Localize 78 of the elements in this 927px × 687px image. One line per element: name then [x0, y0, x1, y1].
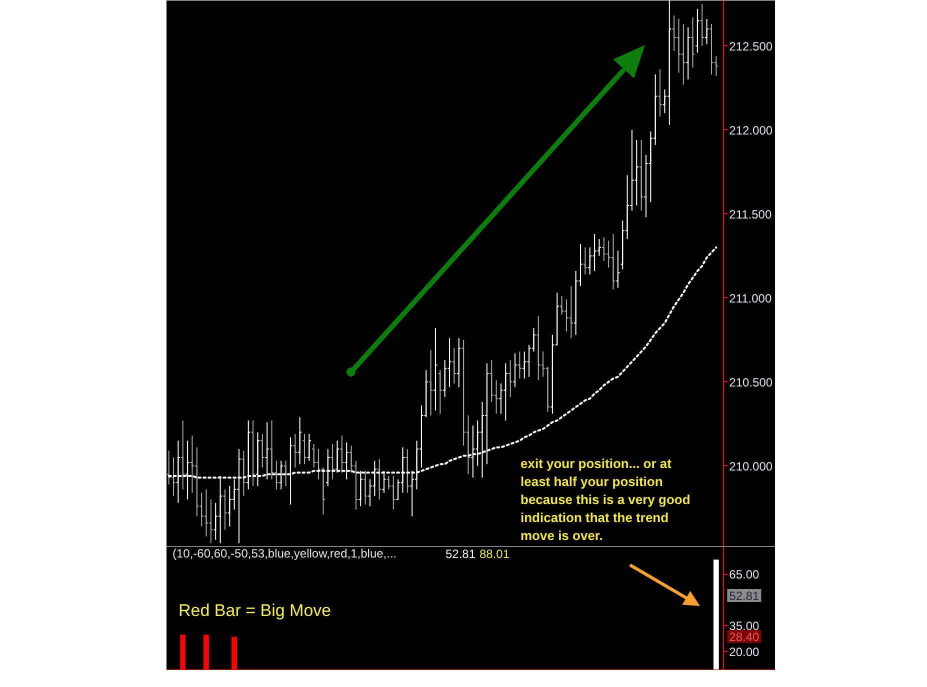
candlestick [517, 351, 522, 379]
candlestick [284, 460, 288, 487]
candlestick [690, 16, 696, 68]
candlestick [592, 234, 597, 272]
candlestick [452, 348, 456, 384]
y-tick-label: 210.000 [729, 459, 773, 474]
candlestick [560, 296, 564, 316]
candlestick [377, 458, 382, 500]
candlestick [658, 68, 662, 117]
y-tick-label: 211.000 [729, 291, 772, 306]
candlestick [704, 18, 710, 45]
candlestick [180, 420, 186, 490]
candlestick [508, 360, 513, 398]
candlestick [676, 18, 682, 74]
candlestick [596, 238, 602, 256]
candlestick [433, 328, 438, 411]
candlestick [489, 360, 494, 403]
candlestick [709, 24, 714, 75]
annotation: Red Bar = Big Move [178, 601, 332, 620]
candlestick [672, 15, 676, 52]
candlestick [503, 362, 508, 421]
y-tick-label: 212.000 [729, 123, 773, 138]
candlestick [442, 360, 448, 398]
text: 52.81 [729, 589, 760, 603]
annotation: 88.01 [480, 547, 510, 561]
candlestick [260, 433, 265, 468]
candlestick [312, 444, 316, 468]
candlestick [405, 448, 410, 494]
annotation: exit your position... or at least half your position because this is a very good indication that the trend move is over. [520, 456, 690, 543]
candlestick [306, 433, 312, 462]
candlestick [536, 316, 541, 381]
candlestick [330, 444, 335, 480]
candlestick [447, 338, 452, 388]
candlestick [610, 234, 616, 290]
candlestick [568, 286, 574, 339]
y-tick-label: 20.00 [729, 645, 760, 660]
candlestick [522, 351, 527, 379]
candlestick [391, 475, 396, 510]
candlestick [639, 139, 644, 211]
candlestick [634, 139, 639, 206]
y-tick-label: 211.500 [729, 207, 772, 222]
candlestick [602, 236, 606, 262]
y-tick-label: 210.500 [729, 375, 773, 390]
candlestick [686, 26, 690, 80]
candlestick [564, 299, 569, 332]
candlestick [438, 370, 442, 414]
candlestick [334, 440, 340, 474]
candlestick [484, 362, 490, 465]
candlestick [227, 486, 232, 527]
y-tick-label: 65.00 [729, 568, 760, 582]
candlestick [616, 250, 620, 288]
candlestick [456, 338, 462, 388]
candlestick [298, 416, 302, 465]
candlestick [695, 8, 700, 54]
candlestick [588, 246, 592, 275]
candlestick [302, 433, 307, 465]
candlestick [250, 420, 256, 487]
candlestick [208, 498, 214, 544]
candlestick [428, 349, 434, 416]
candlestick [222, 488, 228, 530]
y-tick-label: 212.500 [729, 39, 773, 54]
candlestick [363, 470, 368, 505]
candlestick [582, 246, 588, 275]
candlestick [512, 352, 518, 388]
candlestick [340, 435, 344, 474]
candlestick [241, 450, 246, 497]
candlestick [681, 24, 686, 85]
candlestick [269, 420, 274, 480]
candlestick [194, 446, 200, 517]
candlestick [700, 3, 704, 46]
candlestick [667, 0, 672, 126]
annotation: 52.81 [446, 547, 476, 561]
candlestick [545, 366, 550, 413]
text: 28.40 [729, 630, 760, 644]
chart-title: (10,-60,60,-50,53,blue,yellow,red,1,blue,... [172, 546, 397, 560]
candlestick [171, 456, 176, 497]
candlestick [292, 433, 298, 468]
candlestick [204, 488, 209, 537]
